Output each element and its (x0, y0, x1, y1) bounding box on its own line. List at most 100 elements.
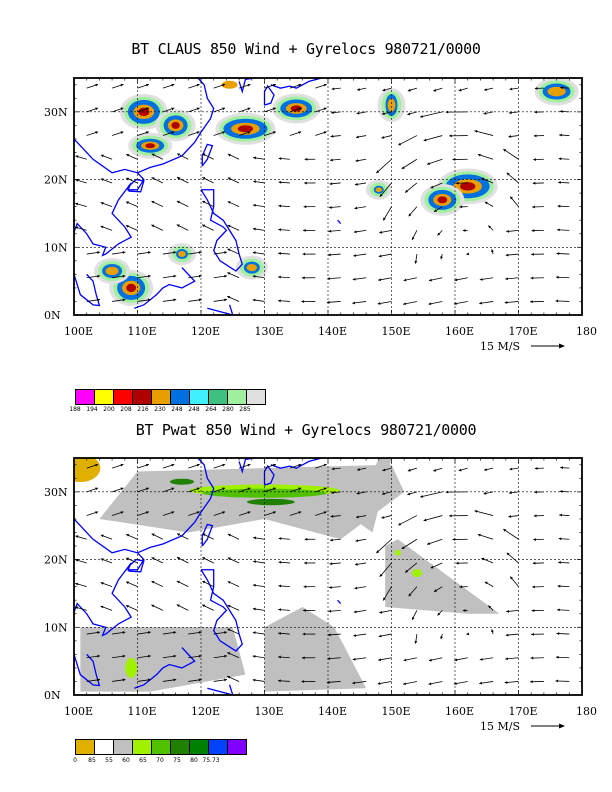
wind-arrowhead (560, 466, 563, 470)
legend-swatch (151, 739, 171, 755)
coastline (337, 219, 342, 225)
wind-arrow (420, 111, 443, 118)
legend-swatch (189, 389, 209, 405)
wind-arrowhead (401, 166, 405, 169)
wind-arrowhead (330, 538, 333, 542)
wind-arrowhead (126, 581, 130, 585)
wind-arrowhead (532, 561, 536, 565)
wind-arrowhead (126, 154, 130, 157)
cloud-darkred-area (237, 125, 254, 133)
wind-arrowhead (555, 299, 559, 303)
wind-arrowhead (126, 177, 130, 181)
wind-arrowhead (120, 107, 124, 111)
x-tick-label: 150E (382, 705, 411, 718)
legend-swatch (94, 739, 114, 755)
x-tick-label: 120E (191, 325, 220, 338)
wind-arrowhead (304, 181, 307, 185)
wind-arrowhead (423, 518, 427, 522)
wind-arrowhead (533, 158, 536, 161)
wind-arrowhead (224, 251, 227, 254)
wind-arrowhead (302, 276, 305, 280)
wind-arrowhead (196, 131, 200, 134)
wind-arrowhead (411, 236, 415, 240)
wind-arrowhead (466, 252, 470, 256)
wind-arrowhead (354, 586, 358, 590)
wind-arrowhead (455, 561, 459, 565)
top-legend-labels: 188 194 200 208 216 230 248 248 264 280 285 (69, 406, 265, 416)
legend-value: 188 (69, 406, 81, 413)
wind-arrow (420, 491, 443, 498)
wind-arrowhead (97, 678, 100, 682)
wind-arrowhead (556, 632, 560, 636)
wind-arrowhead (253, 536, 257, 540)
wind-arrowhead (484, 201, 488, 205)
x-tick-label: 100E (64, 705, 93, 718)
wind-arrowhead (298, 511, 302, 514)
wind-arrowhead (278, 299, 281, 303)
y-tick-label: 30N (44, 486, 68, 499)
wind-arrowhead (298, 107, 302, 111)
wind-arrowhead (429, 658, 432, 662)
wind-arrowhead (505, 657, 508, 661)
wind-arrowhead (120, 487, 124, 491)
wind-arrowhead (227, 153, 231, 157)
wind-arrowhead (381, 112, 385, 116)
legend-value: 230 (154, 406, 166, 413)
wind-arrowhead (304, 537, 308, 541)
legend-value: 280 (222, 406, 234, 413)
wind-arrowhead (445, 490, 449, 494)
wind-arrowhead (534, 86, 538, 90)
wind-arrowhead (278, 584, 282, 588)
wind-arrowhead (407, 492, 411, 496)
wind-arrowhead (558, 157, 562, 161)
wind-arrow (382, 586, 392, 601)
wind-arrowhead (247, 463, 251, 467)
wind-arrowhead (301, 300, 305, 303)
wind-arrowhead (405, 569, 409, 573)
wind-arrow (401, 158, 418, 170)
wind-arrowhead (227, 581, 231, 584)
wind-arrowhead (556, 252, 560, 256)
wind-arrowhead (379, 230, 383, 234)
wind-arrowhead (327, 633, 331, 637)
wind-arrowhead (222, 487, 226, 491)
wind-arrowhead (452, 538, 456, 541)
wind-arrow (376, 538, 392, 554)
wind-arrowhead (151, 177, 155, 180)
wind-arrowhead (227, 675, 231, 679)
wind-arrowhead (377, 682, 381, 685)
wind-arrowhead (278, 228, 282, 232)
wind-arrowhead (326, 680, 330, 684)
wind-arrowhead (414, 640, 418, 644)
wind-arrowhead (534, 466, 538, 470)
wind-arrowhead (202, 224, 206, 228)
wind-arrowhead (557, 584, 561, 588)
wind-arrowhead (151, 533, 155, 537)
wind-arrowhead (353, 634, 357, 637)
wind-arrowhead (327, 277, 331, 280)
coastline (263, 84, 275, 106)
wind-arrowhead (407, 112, 411, 116)
wind-arrowhead (304, 561, 307, 565)
wind-arrowhead (459, 585, 463, 589)
wind-arrowhead (423, 138, 427, 142)
wind-arrowhead (75, 582, 79, 586)
wind-arrowhead (222, 511, 226, 514)
wind-arrowhead (171, 511, 175, 514)
pwat-darkgreen-area (246, 498, 295, 506)
wind-arrowhead (352, 657, 356, 661)
legend-swatch (75, 739, 95, 755)
wind-arrowhead (323, 511, 327, 514)
wind-arrowhead (278, 204, 282, 208)
wind-arrowhead (202, 580, 206, 584)
wind-arrowhead (381, 515, 385, 519)
coastline (127, 178, 145, 193)
wind-arrowhead (352, 277, 356, 281)
x-tick-label: 140E (318, 325, 347, 338)
wind-arrowhead (227, 272, 231, 275)
legend-swatch (246, 389, 266, 405)
wind-arrowhead (357, 468, 360, 471)
wind-arrowhead (100, 534, 104, 538)
wind-arrowhead (328, 585, 332, 589)
wind-arrowhead (477, 533, 481, 537)
